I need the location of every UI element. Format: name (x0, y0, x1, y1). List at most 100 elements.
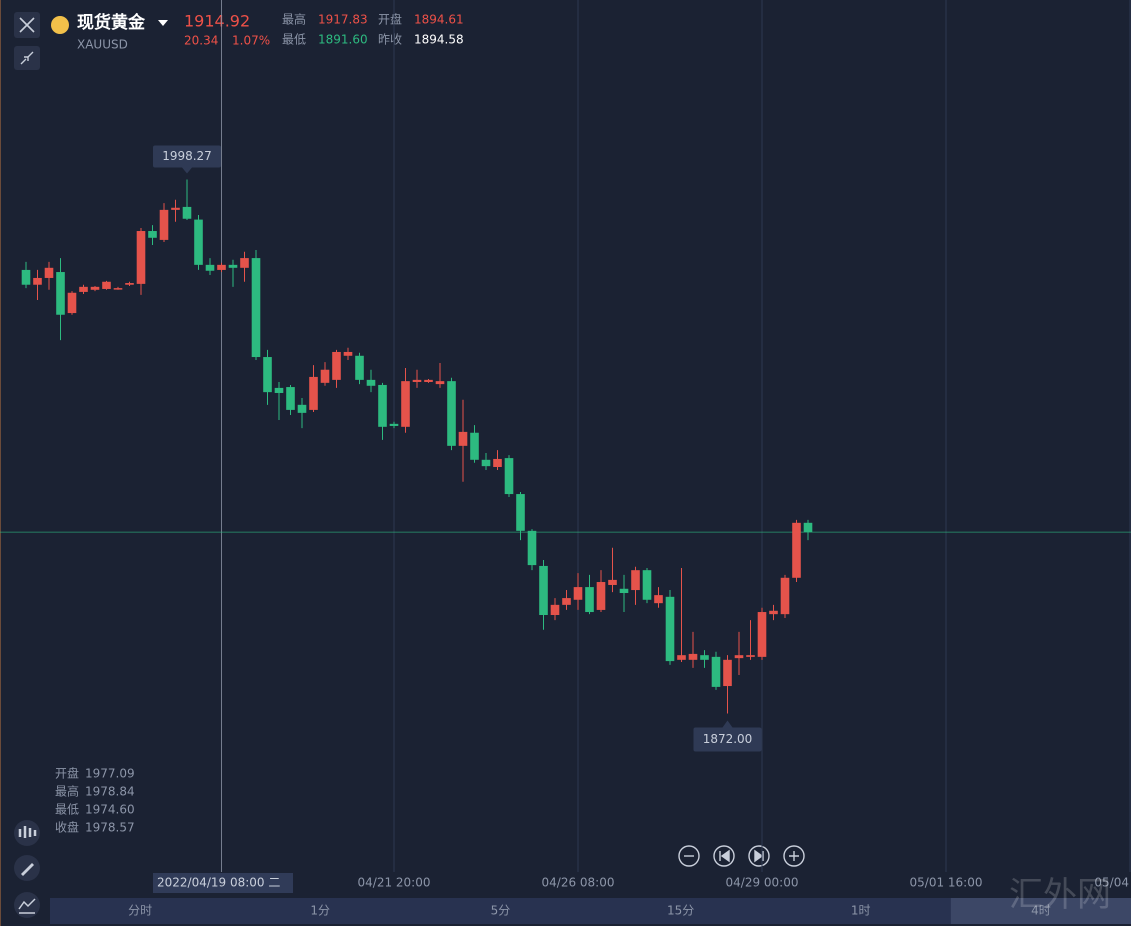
go-start[interactable] (713, 845, 735, 867)
instrument-name: 现货黄金 (77, 12, 146, 33)
plot (0, 0, 1131, 872)
candle-body (654, 595, 663, 604)
zoom-in[interactable] (783, 845, 805, 867)
candle-body (734, 655, 744, 659)
tab[interactable]: 分时 (128, 904, 152, 918)
tab[interactable]: 15分 (667, 904, 694, 918)
x-tick-label: 04/29 00:00 (726, 876, 799, 890)
candle-body (757, 612, 767, 657)
stat-value: 1894.58 (414, 33, 464, 47)
candle-body (309, 376, 318, 410)
crosshair-date-box (153, 873, 293, 893)
candle-body (688, 653, 698, 660)
max-label-pointer (182, 167, 192, 174)
candle-body (435, 381, 445, 385)
candle-body (803, 522, 813, 533)
tab[interactable]: 1时 (851, 904, 871, 918)
min-label-box (693, 727, 762, 752)
info-value: 1977.09 (85, 767, 135, 781)
gold-icon (51, 16, 69, 34)
candle-body (711, 656, 721, 687)
max-label: 1998.27 (162, 149, 212, 163)
info-label: 最低 (55, 803, 79, 817)
candle-body (159, 209, 169, 240)
candle-body (251, 258, 261, 358)
stat-value: 1917.83 (318, 13, 368, 27)
candle-body (44, 267, 54, 278)
stat-label: 最高 (282, 12, 306, 27)
candle-body (585, 587, 594, 613)
stat-label: 昨收 (378, 33, 402, 47)
pen-icon (21, 863, 34, 876)
candle-body (320, 369, 330, 383)
candle-body (125, 283, 134, 285)
price: 1914.92 (184, 12, 250, 31)
change-pct: 1.07% (232, 34, 270, 48)
stat-label: 开盘 (378, 12, 402, 27)
tab-selected (950, 898, 1131, 924)
candle-body (769, 610, 778, 615)
close-icon (19, 17, 35, 33)
chart-type-icon (18, 898, 36, 914)
candle-body (240, 258, 249, 268)
candle-body (148, 231, 157, 238)
candle-body (550, 604, 560, 615)
indicator-icon (18, 826, 37, 838)
zoom-out[interactable] (678, 845, 700, 867)
candle-body (378, 384, 387, 427)
candle-body (723, 659, 732, 687)
candle-body (21, 269, 31, 285)
shrink-button[interactable] (14, 46, 40, 70)
candle-body (286, 387, 295, 410)
info-value: 1978.57 (85, 821, 135, 835)
candle-body (792, 522, 801, 578)
tab[interactable]: 5分 (491, 904, 511, 918)
info-label: 最高 (55, 784, 79, 799)
candle-body (665, 596, 675, 662)
candle-body (228, 264, 238, 268)
dropdown-caret[interactable] (158, 20, 168, 26)
min-label-pointer (722, 720, 733, 728)
watermark: 汇外网 (1009, 875, 1111, 915)
candle-body (470, 432, 479, 460)
shrink-icon (20, 51, 34, 65)
candle-body (746, 655, 755, 657)
crosshair-date: 2022/04/19 08:00 二 (157, 876, 280, 890)
candle-body (642, 570, 652, 600)
candle-body (573, 587, 583, 600)
info-value: 1978.84 (85, 785, 135, 799)
candle-body (608, 579, 617, 585)
min-label: 1872.00 (703, 732, 753, 746)
candle-body (90, 286, 100, 290)
candle-body (366, 379, 376, 386)
candle-body (217, 264, 226, 270)
candle-body (700, 655, 709, 660)
candle-body (677, 655, 686, 660)
candle-body (412, 379, 422, 382)
candle-body (527, 530, 537, 566)
change: 20.34 (184, 34, 218, 48)
x-tick-label: 05/04 (1094, 876, 1129, 890)
candle-body (516, 494, 525, 531)
candle-body (182, 206, 192, 219)
indicator-button[interactable] (14, 820, 40, 846)
candle-body (401, 381, 410, 427)
tab[interactable]: 4时 (1031, 904, 1051, 918)
candle-body (447, 381, 456, 446)
stat-label: 最低 (282, 33, 306, 47)
candle-body (171, 207, 180, 210)
candle-body (424, 379, 433, 382)
info-value: 1974.60 (85, 803, 135, 817)
candle-body (332, 351, 341, 380)
candle-body (113, 288, 123, 290)
zoom-controls (678, 845, 805, 867)
candle-body (274, 387, 284, 393)
go-end[interactable] (748, 845, 770, 867)
candle-body (458, 431, 468, 446)
tab[interactable]: 1分 (310, 904, 330, 918)
candle-body (56, 272, 65, 315)
info-label: 收盘 (55, 820, 79, 835)
candle-body (102, 281, 111, 289)
